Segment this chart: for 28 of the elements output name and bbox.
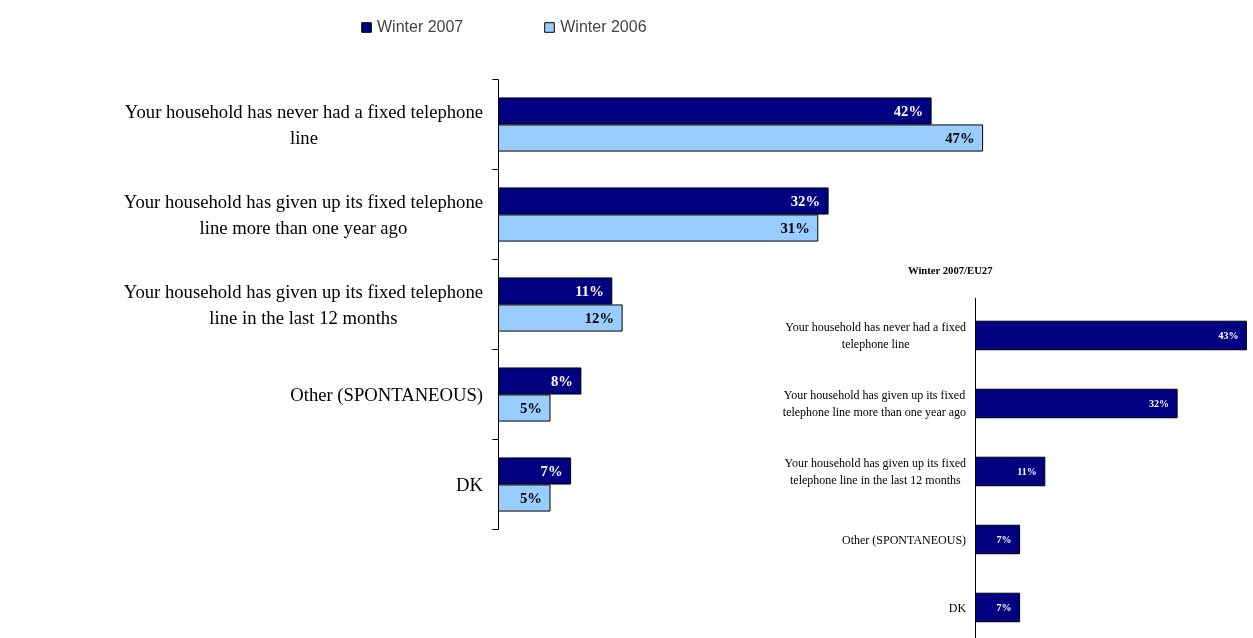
data-label: 32% <box>1149 398 1170 409</box>
y-tick-label: Your household has given up its fixed telephone line in the last 12 months <box>123 280 484 329</box>
legend-label: Winter 2007 <box>377 18 464 36</box>
data-label: 5% <box>520 490 542 506</box>
chart-title: Winter 2007/EU27 <box>907 265 994 277</box>
y-tick-label: Your household has given up its fixed telephone line more than one year ago <box>123 190 484 239</box>
data-label: 7% <box>996 602 1012 613</box>
data-label: 12% <box>584 310 615 326</box>
data-label: 7% <box>540 463 563 479</box>
y-tick-label: DK <box>948 600 967 615</box>
data-label: 32% <box>790 193 821 209</box>
y-tick-label: Other (SPONTANEOUS) <box>290 384 484 406</box>
legend-label: Winter 2006 <box>560 18 647 36</box>
y-tick-label: DK <box>456 474 484 495</box>
data-label: 7% <box>996 534 1012 545</box>
y-tick-label: Your household has given up its fixed telephone line more than one year ago <box>782 387 967 420</box>
data-label: 47% <box>945 130 975 146</box>
data-label: 42% <box>893 103 924 119</box>
y-tick-label: Your household has never had a fixed telephone line <box>124 100 484 149</box>
y-tick-label: Your household has given up its fixed telephone line in the last 12 months <box>784 455 967 488</box>
data-label: 31% <box>780 220 810 236</box>
y-tick-label: Your household has never had a fixed telephone line <box>785 319 967 352</box>
data-label: 5% <box>520 400 542 416</box>
data-label: 11% <box>1017 466 1037 477</box>
y-tick-label: Other (SPONTANEOUS) <box>842 532 967 547</box>
data-label: 11% <box>575 283 604 299</box>
data-label: 8% <box>550 373 573 389</box>
data-label: 43% <box>1218 330 1239 341</box>
